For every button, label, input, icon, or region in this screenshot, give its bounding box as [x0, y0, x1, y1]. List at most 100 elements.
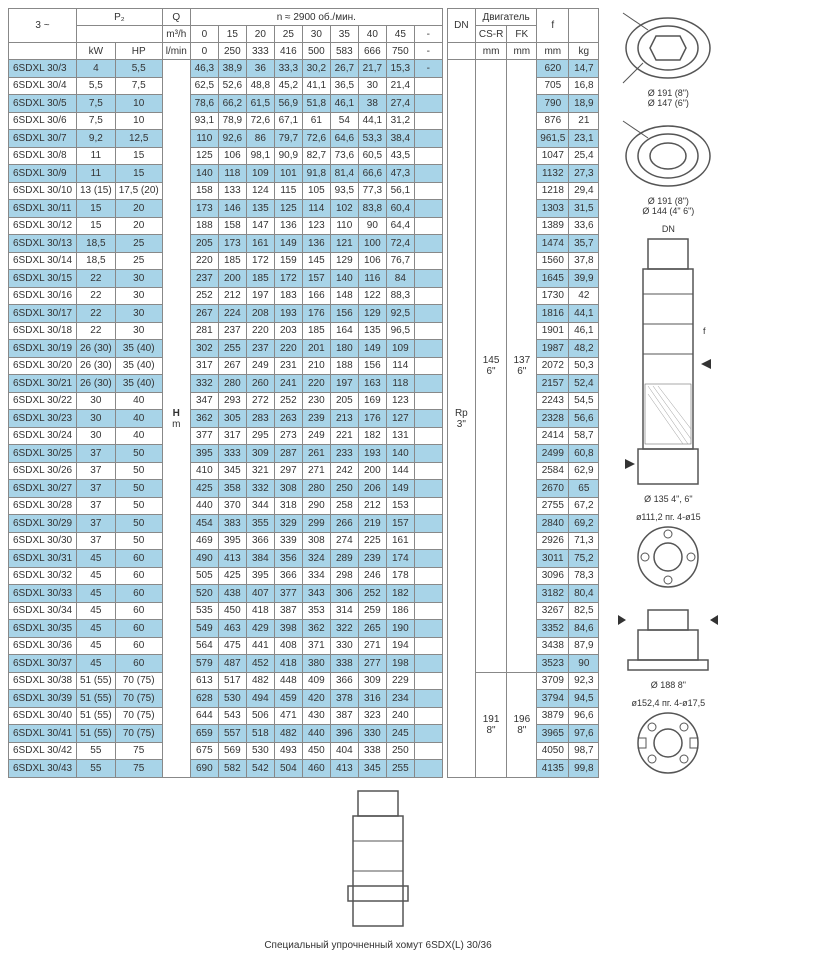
h-cell: 452	[246, 655, 274, 673]
table-row: 6SDXL 30/283750440370344318290258212153	[9, 497, 443, 515]
h-cell: 366	[330, 672, 358, 690]
kw-cell: 55	[77, 760, 116, 778]
f-cell: 1645	[537, 270, 569, 288]
model-cell: 6SDXL 30/13	[9, 235, 77, 253]
h-cell: 380	[302, 655, 330, 673]
bolt-circle-2: ø152,4 пг. 4-ø17,5	[613, 698, 723, 778]
kw-cell: 5,5	[77, 77, 116, 95]
f-cell: 1730	[537, 287, 569, 305]
f-cell: 961,5	[537, 130, 569, 148]
kw-cell: 26 (30)	[77, 375, 116, 393]
diag1-label: Ø 191 (8")	[648, 88, 689, 98]
clamp-diagram	[318, 786, 438, 936]
model-cell: 6SDXL 30/30	[9, 532, 77, 550]
flow-l-0: 0	[190, 43, 218, 60]
f-cell: 3965	[537, 725, 569, 743]
h-cell: 36	[246, 60, 274, 78]
h-cell: 297	[274, 462, 302, 480]
h-cell	[414, 567, 442, 585]
h-cell: 290	[302, 497, 330, 515]
h-cell: 322	[330, 620, 358, 638]
flow-h-4: 30	[302, 26, 330, 43]
kw-cell: 55	[77, 742, 116, 760]
h-cell: 21,7	[358, 60, 386, 78]
kg-cell: 23,1	[569, 130, 599, 148]
model-cell: 6SDXL 30/34	[9, 602, 77, 620]
h-cell: 383	[218, 515, 246, 533]
h-cell: 158	[190, 182, 218, 200]
svg-text:f: f	[703, 326, 706, 336]
h-cell: 517	[218, 672, 246, 690]
kg-cell: 90	[569, 655, 599, 673]
h-cell: 131	[386, 427, 414, 445]
h-cell: 185	[218, 252, 246, 270]
table-row: 6SDXL 30/16223025221219718316614812288,3	[9, 287, 443, 305]
h-cell	[414, 130, 442, 148]
flange-diagram-1: Ø 191 (8") Ø 147 (6")	[613, 8, 723, 108]
h-cell: 161	[246, 235, 274, 253]
h-cell: 101	[274, 165, 302, 183]
h-cell: 298	[330, 567, 358, 585]
h-cell: 224	[218, 305, 246, 323]
h-cell: 482	[274, 725, 302, 743]
h-cell: 260	[246, 375, 274, 393]
h-cell: 144	[386, 462, 414, 480]
kw-cell: 22	[77, 305, 116, 323]
hp-cell: 50	[115, 497, 162, 515]
table-row: 6SDXL 30/345,5Hm46,338,93633,330,226,721…	[9, 60, 443, 78]
kg-cell: 35,7	[569, 235, 599, 253]
h-cell: 92,6	[218, 130, 246, 148]
f-cell: 1303	[537, 200, 569, 218]
f-cell: 3794	[537, 690, 569, 708]
h-cell: 454	[190, 515, 218, 533]
h-cell: 564	[190, 637, 218, 655]
table-row: 6SDXL 30/253750395333309287261233193140	[9, 445, 443, 463]
h-cell	[414, 497, 442, 515]
kg-cell: 52,4	[569, 375, 599, 393]
h-cell: 53,3	[358, 130, 386, 148]
f-cell: 2414	[537, 427, 569, 445]
hp-cell: 30	[115, 270, 162, 288]
h-cell: 338	[358, 742, 386, 760]
hp-cell: 70 (75)	[115, 725, 162, 743]
h-cell	[414, 672, 442, 690]
h-cell: 265	[358, 620, 386, 638]
h-cell: 505	[190, 567, 218, 585]
h-cell: 252	[358, 585, 386, 603]
h-cell: 54	[330, 112, 358, 130]
table-row: 6SDXL 30/243040377317295273249221182131	[9, 427, 443, 445]
h-cell	[414, 217, 442, 235]
hp-cell: 10	[115, 112, 162, 130]
hp-cell: 15	[115, 147, 162, 165]
h-cell: 78,9	[218, 112, 246, 130]
h-cell: 73,6	[330, 147, 358, 165]
h-cell: 220	[190, 252, 218, 270]
h-cell: 21,4	[386, 77, 414, 95]
hp-cell: 40	[115, 392, 162, 410]
h-cell: 245	[386, 725, 414, 743]
kg-cell: 37,8	[569, 252, 599, 270]
h-cell: 582	[218, 760, 246, 778]
h-cell: 259	[358, 602, 386, 620]
fk-cell-2: 1968"	[507, 672, 537, 778]
kw-cell: 22	[77, 322, 116, 340]
kw-cell: 15	[77, 200, 116, 218]
h-cell: 535	[190, 602, 218, 620]
h-cell: 613	[190, 672, 218, 690]
f-cell: 1901	[537, 322, 569, 340]
hp-cell: 75	[115, 760, 162, 778]
kw-cell: 30	[77, 392, 116, 410]
h-cell: 93,5	[330, 182, 358, 200]
kw-cell: 45	[77, 602, 116, 620]
flow-l-7: 750	[386, 43, 414, 60]
h-cell: 463	[218, 620, 246, 638]
model-cell: 6SDXL 30/36	[9, 637, 77, 655]
kg-cell: 69,2	[569, 515, 599, 533]
h-cell: 84	[386, 270, 414, 288]
table-row: 6SDXL 30/303750469395366339308274225161	[9, 532, 443, 550]
f-cell: 1474	[537, 235, 569, 253]
kg-cell: 16,8	[569, 77, 599, 95]
h-cell: 420	[302, 690, 330, 708]
model-cell: 6SDXL 30/18	[9, 322, 77, 340]
h-cell: 193	[274, 305, 302, 323]
